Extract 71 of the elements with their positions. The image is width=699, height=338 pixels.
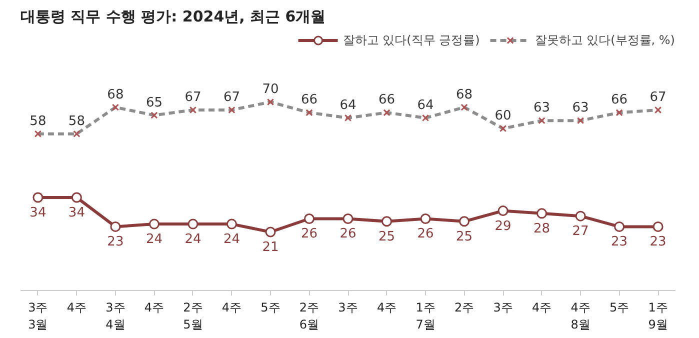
- point: [265, 226, 276, 238]
- chart-title: 대통령 직무 수행 평가: 2024년, 최근 6개월: [20, 8, 326, 26]
- point: [459, 216, 470, 227]
- data-label: 67: [650, 90, 666, 105]
- data-label: 26: [340, 226, 356, 242]
- data-label: 68: [456, 87, 473, 102]
- x-tick-label: 2주: [454, 300, 474, 314]
- point: [304, 213, 314, 224]
- x-tick-label: 3주: [338, 300, 358, 314]
- data-label: 66: [611, 92, 628, 108]
- x-tick-label: 4주: [376, 300, 397, 314]
- data-label: 64: [417, 98, 434, 113]
- data-label: 24: [223, 232, 240, 248]
- point: [71, 192, 82, 203]
- data-label: 64: [340, 98, 356, 113]
- data-label: 28: [534, 221, 550, 236]
- x-tick-label: 3주: [493, 300, 513, 314]
- point: [652, 221, 664, 232]
- x-tick-label: 5주: [260, 300, 280, 314]
- data-label: 26: [417, 226, 434, 242]
- data-label: 67: [184, 90, 202, 105]
- data-label: 24: [146, 232, 162, 248]
- point: [110, 221, 121, 232]
- point: [148, 218, 160, 230]
- data-label: 29: [494, 218, 512, 234]
- point: [420, 213, 431, 224]
- data-label: 27: [572, 224, 589, 240]
- data-label: 65: [146, 95, 162, 110]
- data-label: 34: [68, 206, 85, 221]
- x-tick-label: 4주 8월: [570, 300, 590, 332]
- x-tick-label: 4주: [222, 300, 242, 314]
- point: [32, 192, 44, 203]
- point: [575, 210, 586, 222]
- x-tick-label: 4주: [66, 300, 87, 314]
- data-label: 70: [262, 82, 279, 97]
- point: [498, 206, 508, 216]
- data-label: 25: [378, 229, 396, 244]
- x-tick-label: 4주: [532, 300, 552, 314]
- data-label: 34: [30, 206, 46, 221]
- x-tick-label: 5주: [609, 300, 630, 314]
- point: [536, 208, 548, 219]
- x-tick-label: 2주 5월: [183, 300, 203, 332]
- point: [342, 213, 354, 224]
- legend-label: 잘못하고 있다(부정률, %): [534, 32, 675, 48]
- data-label: 23: [107, 234, 124, 250]
- x-tick-label: 4주: [144, 300, 164, 314]
- data-label: 24: [184, 232, 202, 248]
- point: [188, 218, 198, 230]
- data-label: 63: [572, 100, 589, 116]
- point: [614, 221, 625, 232]
- data-label: 67: [223, 90, 240, 105]
- data-label: 58: [68, 114, 85, 129]
- data-label: 23: [650, 234, 666, 250]
- data-label: 58: [30, 114, 46, 129]
- point: [226, 218, 237, 230]
- data-label: 25: [456, 229, 473, 244]
- x-tick-label: 2주 6월: [299, 300, 320, 332]
- x-tick-label: 1주 7월: [416, 300, 436, 332]
- x-tick-label: 3주 4월: [106, 300, 126, 332]
- point: [382, 216, 392, 227]
- data-label: 60: [494, 108, 512, 124]
- data-label: 21: [262, 240, 279, 255]
- data-label: 26: [300, 226, 318, 242]
- data-label: 66: [300, 92, 318, 108]
- data-label: 23: [611, 234, 628, 250]
- data-label: 68: [107, 87, 124, 102]
- legend-label: 잘하고 있다(직무 긍정률): [342, 32, 480, 48]
- x-tick-label: 1주 9월: [648, 300, 668, 332]
- x-tick-label: 3주 3월: [28, 300, 48, 332]
- data-label: 63: [534, 100, 550, 116]
- data-label: 66: [378, 92, 396, 108]
